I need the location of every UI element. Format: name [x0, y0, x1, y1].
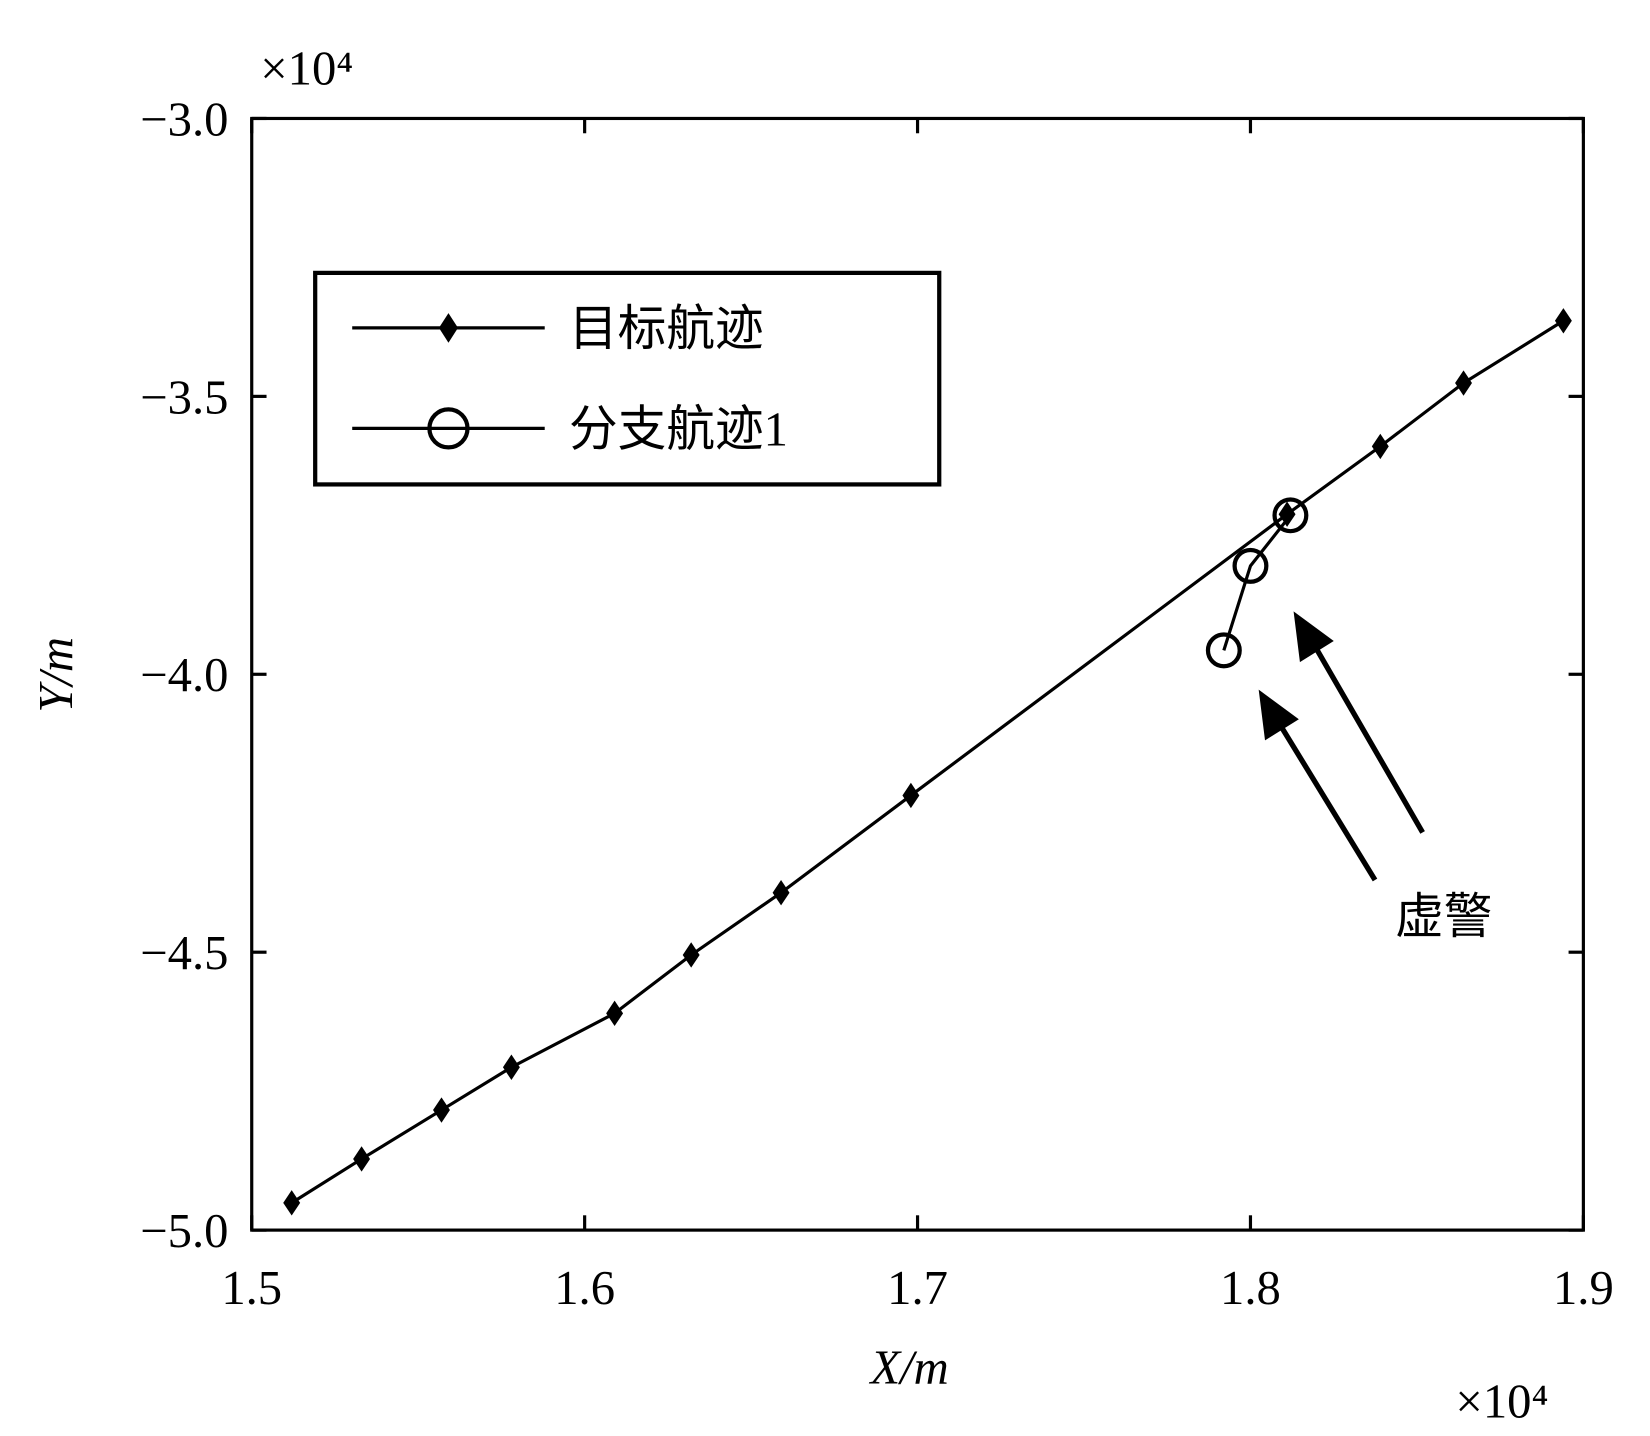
- series-line: [1222, 514, 1292, 651]
- annotation-arrows: [1258, 611, 1425, 882]
- arrow-head: [1293, 611, 1334, 663]
- legend-marker: [427, 407, 470, 450]
- marker-diamond: [772, 880, 790, 906]
- legend-label: 目标航迹: [569, 302, 764, 356]
- y-tick-label: −4.0: [140, 648, 228, 702]
- marker-diamond: [433, 1097, 450, 1123]
- marker-diamond: [1455, 370, 1472, 396]
- arrow-shaft: [1271, 712, 1378, 882]
- marker-diamond: [1371, 433, 1389, 460]
- marker-circle: [1272, 497, 1309, 534]
- annotation: 虚警: [1395, 890, 1492, 944]
- y-tick-label: −3.5: [140, 370, 228, 424]
- marker-diamond: [1554, 308, 1572, 334]
- y-tick-label: −4.5: [140, 926, 228, 980]
- marker-diamond: [682, 942, 700, 968]
- marker-diamond: [283, 1190, 301, 1216]
- x-tick-label: 1.9: [1553, 1261, 1614, 1315]
- marker-diamond: [1278, 501, 1296, 527]
- legend-box: [313, 270, 942, 487]
- marker-diamond: [502, 1054, 520, 1080]
- marker-circle: [1232, 547, 1269, 584]
- x-tick-label: 1.6: [554, 1261, 615, 1315]
- arrow-head: [1258, 689, 1299, 741]
- y-multiplier: ×10⁴: [260, 42, 353, 96]
- marker-diamond: [902, 782, 920, 809]
- plot-root: ×10⁴ ×10⁴ X/m Y/m 虚警 1.5 1.6 1.7 1.8 1.9 −5.0…: [29, 42, 1614, 1429]
- x-axis-label: X/m: [868, 1340, 948, 1394]
- x-tick-label: 1.5: [221, 1261, 282, 1315]
- marker-circle: [1205, 632, 1242, 669]
- x-tick-label: 1.7: [887, 1261, 948, 1315]
- legend-label: 分支航迹1: [569, 402, 788, 456]
- y-tick-label: −5.0: [140, 1204, 228, 1258]
- series-line: [290, 319, 1565, 1205]
- marker-diamond: [353, 1146, 371, 1172]
- marker-diamond: [606, 1000, 624, 1027]
- x-multiplier: ×10⁴: [1455, 1374, 1548, 1428]
- y-axis-label: Y/m: [29, 637, 83, 713]
- y-tick-label: −3.0: [140, 92, 228, 146]
- arrow-shaft: [1307, 635, 1425, 834]
- x-tick-label: 1.8: [1220, 1261, 1281, 1315]
